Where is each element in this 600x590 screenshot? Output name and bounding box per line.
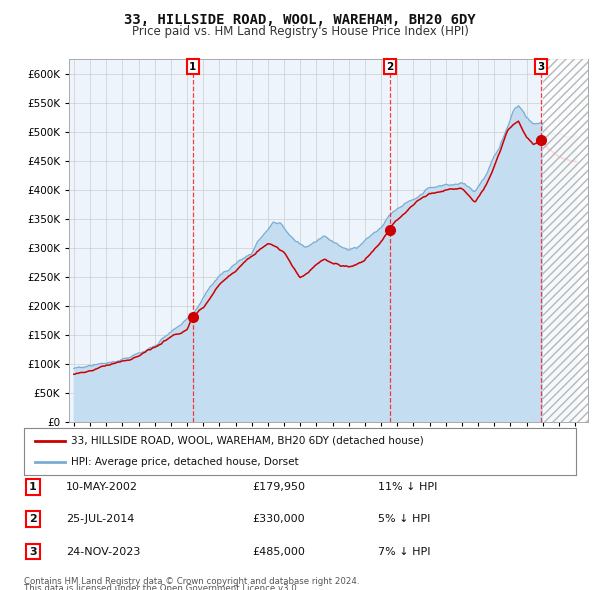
Text: £330,000: £330,000 [252, 514, 305, 524]
Text: 3: 3 [538, 61, 545, 71]
Text: 2: 2 [29, 514, 37, 524]
Text: HPI: Average price, detached house, Dorset: HPI: Average price, detached house, Dors… [71, 457, 299, 467]
Text: 11% ↓ HPI: 11% ↓ HPI [378, 482, 437, 491]
Text: 5% ↓ HPI: 5% ↓ HPI [378, 514, 430, 524]
Text: £485,000: £485,000 [252, 547, 305, 556]
Text: 7% ↓ HPI: 7% ↓ HPI [378, 547, 431, 556]
Text: 10-MAY-2002: 10-MAY-2002 [66, 482, 138, 491]
Text: 25-JUL-2014: 25-JUL-2014 [66, 514, 134, 524]
Text: 33, HILLSIDE ROAD, WOOL, WAREHAM, BH20 6DY (detached house): 33, HILLSIDE ROAD, WOOL, WAREHAM, BH20 6… [71, 436, 424, 446]
Text: 1: 1 [189, 61, 196, 71]
Text: This data is licensed under the Open Government Licence v3.0.: This data is licensed under the Open Gov… [24, 584, 299, 590]
Polygon shape [543, 59, 588, 422]
Text: Contains HM Land Registry data © Crown copyright and database right 2024.: Contains HM Land Registry data © Crown c… [24, 577, 359, 586]
Text: 2: 2 [386, 61, 394, 71]
Text: £179,950: £179,950 [252, 482, 305, 491]
Text: Price paid vs. HM Land Registry's House Price Index (HPI): Price paid vs. HM Land Registry's House … [131, 25, 469, 38]
Text: 1: 1 [29, 482, 37, 491]
Text: 33, HILLSIDE ROAD, WOOL, WAREHAM, BH20 6DY: 33, HILLSIDE ROAD, WOOL, WAREHAM, BH20 6… [124, 13, 476, 27]
Text: 24-NOV-2023: 24-NOV-2023 [66, 547, 140, 556]
Text: 3: 3 [29, 547, 37, 556]
